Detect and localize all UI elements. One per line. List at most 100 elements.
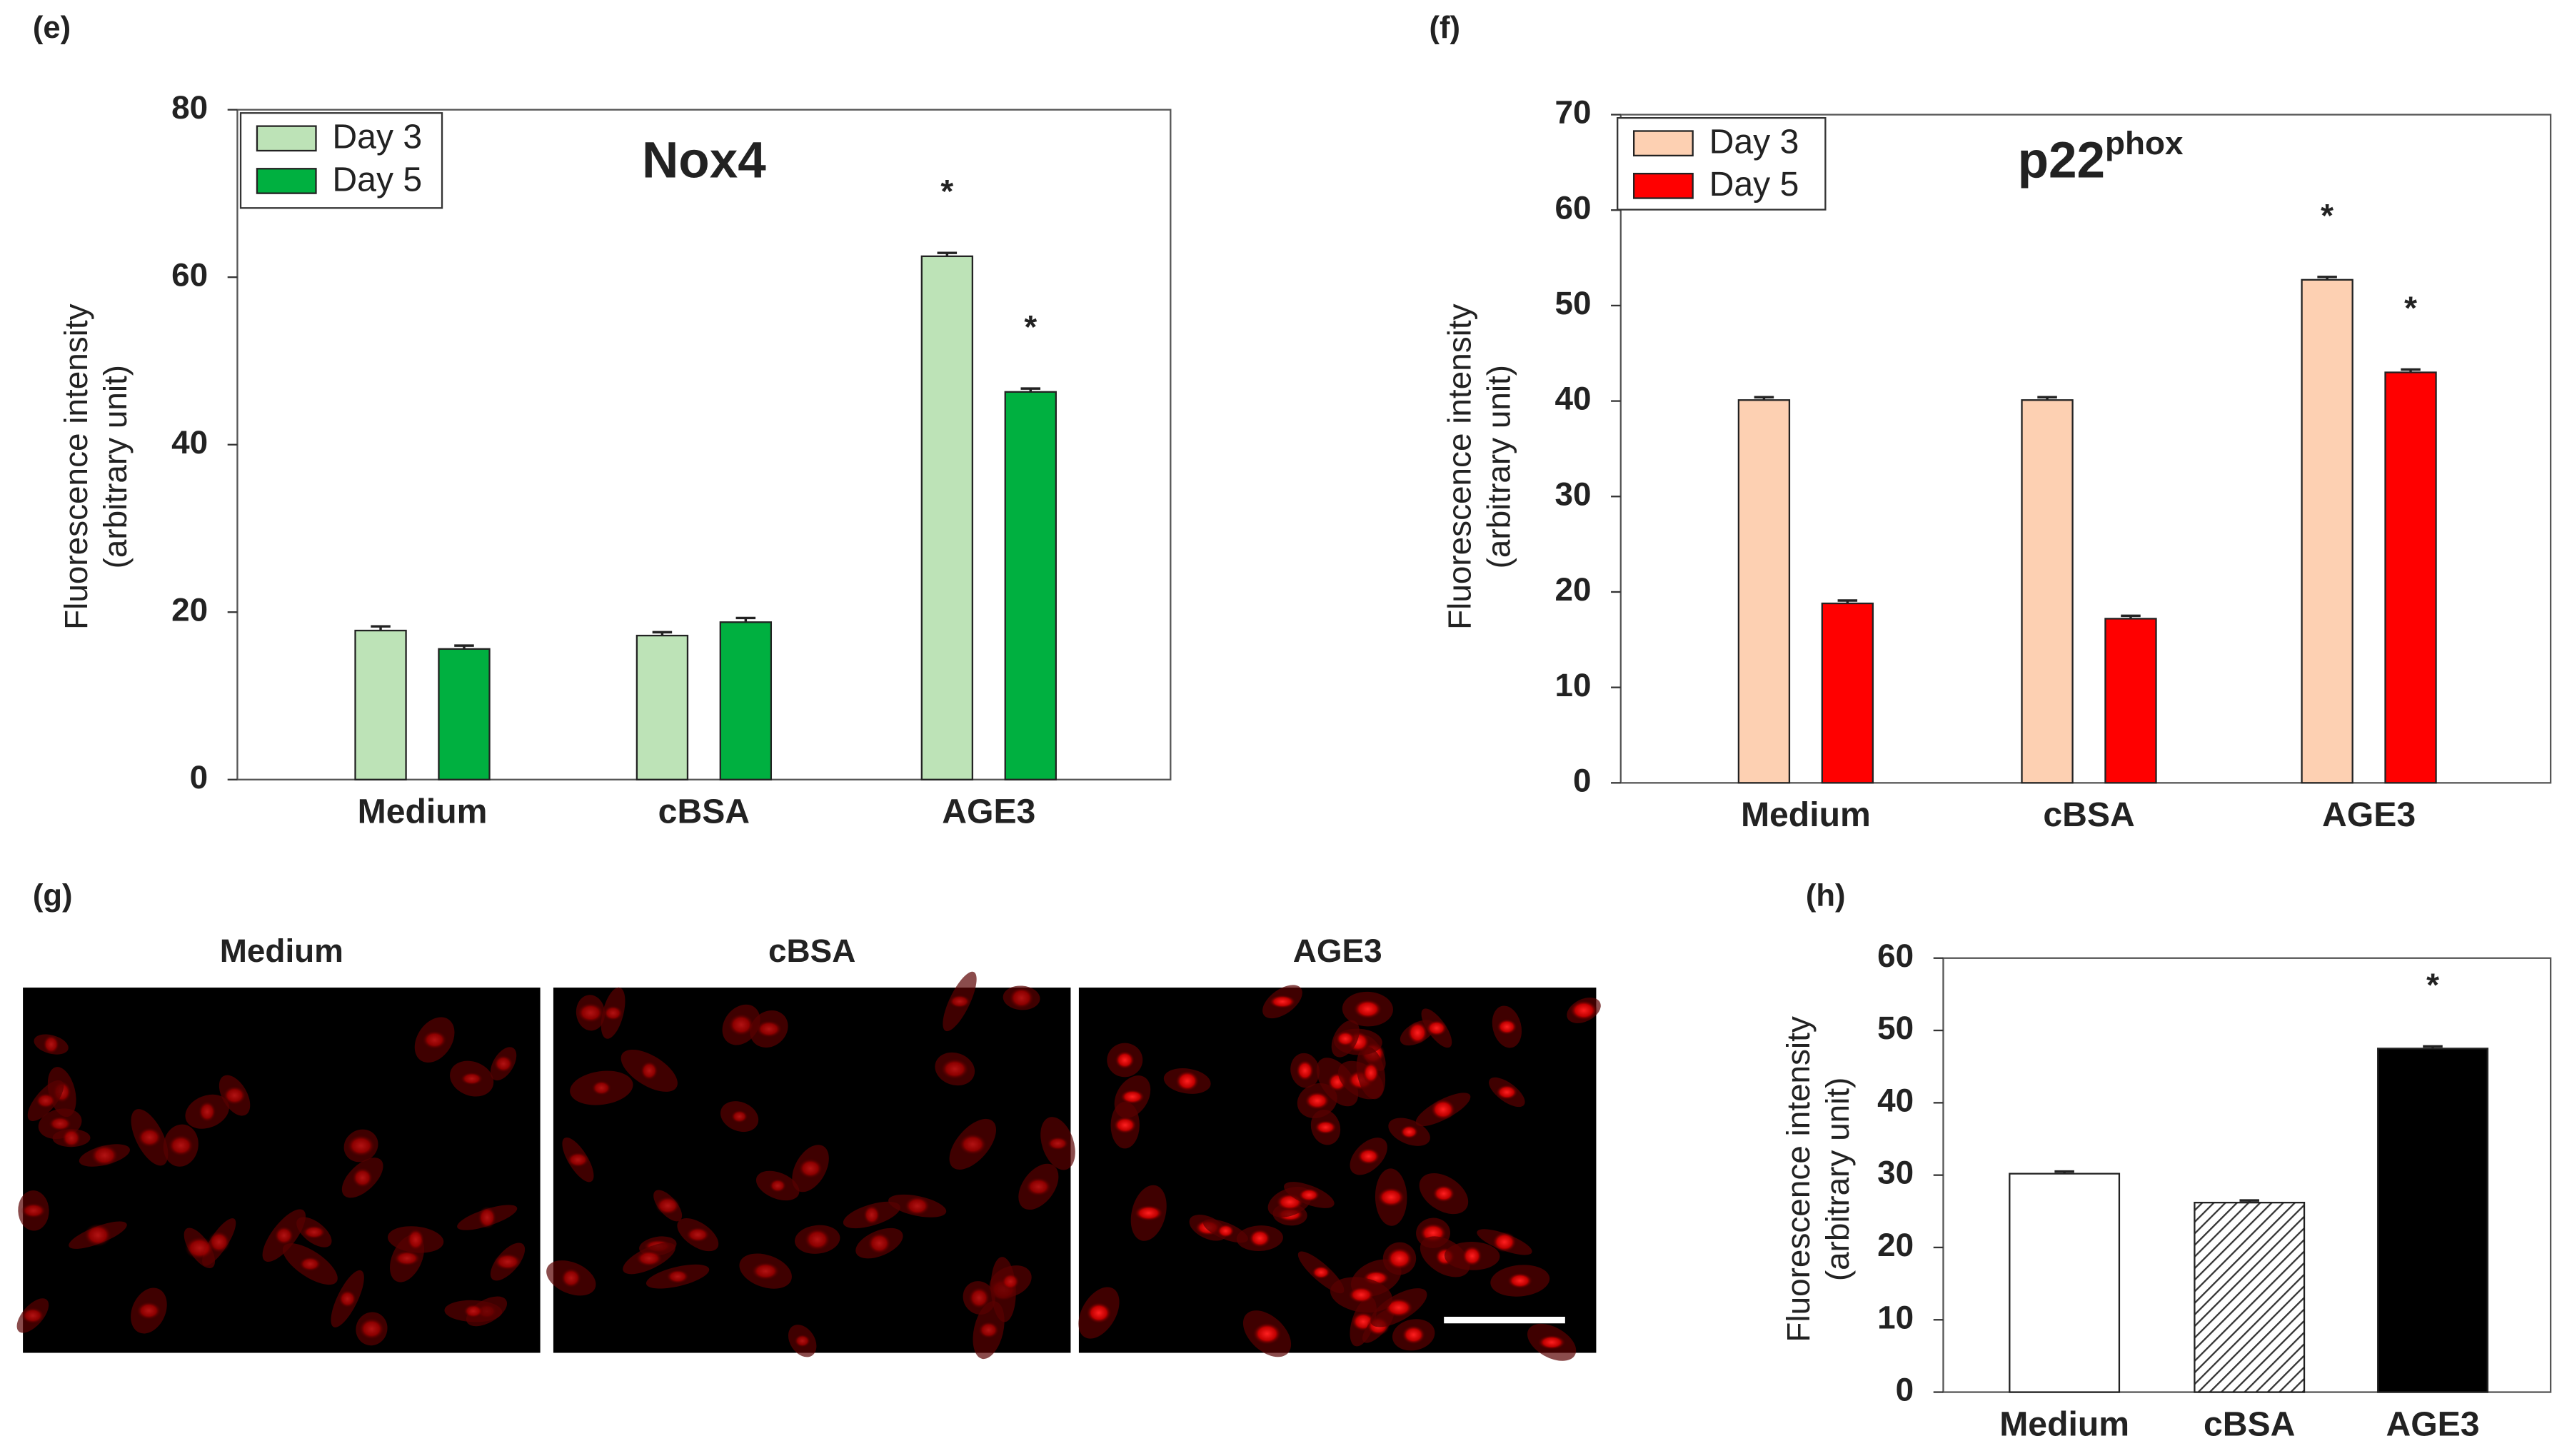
nucleus [863,1205,880,1225]
nucleus [1298,1188,1320,1202]
y-tick-label: 40 [1877,1081,1914,1118]
nucleus [685,1227,710,1242]
y-tick-label: 60 [171,256,208,293]
nucleus [904,1196,930,1216]
legend-label: Day 5 [332,160,422,199]
panel-label: (h) [1806,878,1846,913]
nucleus [1311,1265,1331,1280]
nucleus [867,1232,892,1255]
error-bar [652,631,673,636]
y-tick-label: 50 [1877,1009,1914,1046]
nucleus [136,1301,161,1320]
error-bar [1837,599,1858,604]
bar [719,621,773,780]
error-bar [2239,1199,2259,1203]
nucleus [184,1236,214,1260]
nucleus [1047,1136,1069,1150]
bar [2194,1201,2306,1393]
nucleus [978,1321,1000,1339]
nucleus [463,1304,483,1318]
y-tick-label: 0 [190,758,209,795]
error-bar [2037,396,2057,401]
error-bar [2121,614,2141,619]
title-main: Nox4 [642,132,766,189]
y-tick-label: 20 [171,591,208,628]
nucleus [1384,1297,1414,1317]
nucleus [223,1085,246,1105]
nucleus [1377,1187,1405,1208]
nucleus [1401,1325,1426,1345]
nucleus [1537,1335,1566,1350]
y-axis-label: Fluorescence intensity [1779,1016,1817,1342]
title-main: p22 [2018,132,2105,189]
y-tick-label: 20 [1555,571,1592,608]
error-bar [454,644,474,649]
annotation: * [2321,196,2334,234]
bar [2384,371,2437,784]
nucleus [21,1307,45,1324]
chart-title: p22phox [2018,124,2184,189]
nucleus [1400,1125,1419,1139]
nucleus [968,1287,990,1309]
nucleus [948,995,971,1008]
y-tick-label: 70 [1555,94,1592,131]
annotation: * [1024,308,1037,346]
nucleus [1426,1020,1447,1037]
y-tick-label: 10 [1555,666,1592,703]
nucleus [640,1060,658,1080]
bar [2009,1173,2121,1393]
nucleus [48,1116,72,1131]
bar [2301,278,2353,784]
nucleus [1268,995,1296,1009]
nucleus [1386,1247,1413,1270]
nucleus [358,1317,385,1340]
nucleus [755,1020,783,1038]
nucleus [1086,1302,1112,1324]
error-bar [1020,387,1041,392]
y-tick-label: 80 [171,89,208,126]
nucleus [730,1110,748,1123]
nucleus [274,1226,294,1245]
bar [438,648,491,780]
annotation: * [2404,289,2417,326]
nucleus [561,1267,582,1288]
x-tick-label: AGE3 [942,793,1035,831]
nucleus [577,1003,604,1023]
error-bar [2423,1045,2443,1049]
legend-label: Day 3 [332,118,422,156]
nucleus [1569,1000,1598,1021]
nucleus [636,1250,663,1267]
y-axis-label: Fluorescence intensity [1441,303,1478,629]
nucleus [43,1035,60,1054]
nucleus [1507,1272,1533,1289]
y-tick-label: 40 [1555,380,1592,417]
nucleus [1362,1062,1380,1084]
nucleus [751,1262,780,1280]
y-tick-label: 30 [1555,475,1592,512]
nucleus [1120,1089,1145,1105]
nucleus [1357,1148,1380,1165]
nucleus [1248,1229,1271,1248]
legend-label: Day 5 [1709,165,1799,204]
nucleus [90,1144,119,1167]
bar [1004,391,1057,780]
nucleus [351,1167,373,1188]
error-bar [2054,1170,2074,1174]
micrograph [1078,985,1601,1361]
nucleus [1432,1185,1455,1203]
legend-label: Day 3 [1709,123,1799,161]
nucleus [406,1228,425,1251]
legend-swatch [1632,172,1694,199]
bar [2021,399,2074,784]
nucleus [1497,1018,1517,1035]
nucleus [665,1269,690,1284]
y-tick-label: 30 [1877,1154,1914,1191]
error-bar [735,616,756,623]
y-tick-label: 0 [1573,761,1592,798]
error-bar [937,251,958,256]
x-tick-label: AGE3 [2322,795,2416,834]
image-label: Medium [220,932,343,969]
nucleus [728,1013,755,1036]
nucleus [422,1030,447,1050]
nucleus [393,1250,421,1267]
